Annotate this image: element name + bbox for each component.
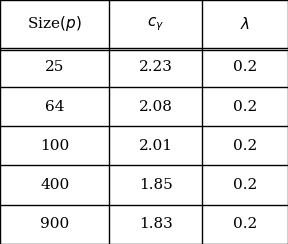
Text: 0.2: 0.2 [233,217,257,231]
Text: Size$(p)$: Size$(p)$ [27,14,82,33]
Text: 1.83: 1.83 [139,217,173,231]
Text: $\lambda$: $\lambda$ [240,16,250,32]
Text: 1.85: 1.85 [139,178,173,192]
Text: 0.2: 0.2 [233,60,257,74]
Text: $c_{\gamma}$: $c_{\gamma}$ [147,15,164,33]
Text: 2.23: 2.23 [139,60,173,74]
Text: 0.2: 0.2 [233,100,257,114]
Text: 25: 25 [45,60,65,74]
Text: 0.2: 0.2 [233,178,257,192]
Text: 2.08: 2.08 [139,100,173,114]
Text: 2.01: 2.01 [139,139,173,153]
Text: 900: 900 [40,217,69,231]
Text: 400: 400 [40,178,69,192]
Text: 100: 100 [40,139,69,153]
Text: 0.2: 0.2 [233,139,257,153]
Text: 64: 64 [45,100,65,114]
